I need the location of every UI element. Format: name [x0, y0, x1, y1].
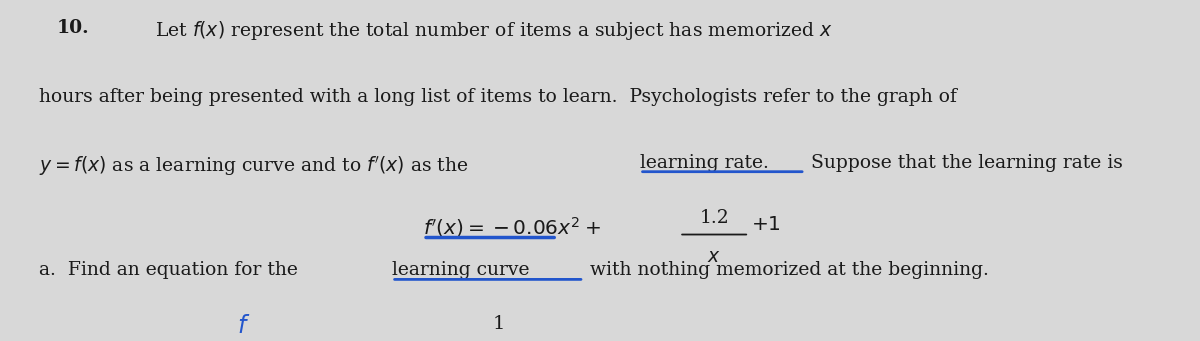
Text: Let $f(x)$ represent the total number of items a subject has memorized $x$: Let $f(x)$ represent the total number of…	[156, 19, 833, 42]
Text: a.  Find an equation for the: a. Find an equation for the	[40, 262, 304, 279]
Text: $+ 1$: $+ 1$	[751, 215, 781, 234]
Text: learning rate.: learning rate.	[640, 154, 768, 172]
Text: 10.: 10.	[56, 19, 89, 37]
Text: $f'(x) = -0.06x^2 +$: $f'(x) = -0.06x^2 +$	[424, 215, 601, 239]
Text: learning curve: learning curve	[391, 262, 529, 279]
Text: Suppose that the learning rate is: Suppose that the learning rate is	[805, 154, 1123, 172]
Text: with nothing memorized at the beginning.: with nothing memorized at the beginning.	[584, 262, 989, 279]
Text: $y = f(x)$ as a learning curve and to $f'(x)$ as the: $y = f(x)$ as a learning curve and to $f…	[40, 154, 469, 178]
Text: $x$: $x$	[707, 248, 721, 266]
Text: hours after being presented with a long list of items to learn.  Psychologists r: hours after being presented with a long …	[40, 88, 956, 106]
Text: $f$: $f$	[236, 315, 251, 338]
Text: 1.2: 1.2	[700, 209, 730, 227]
Text: 1: 1	[493, 315, 505, 333]
